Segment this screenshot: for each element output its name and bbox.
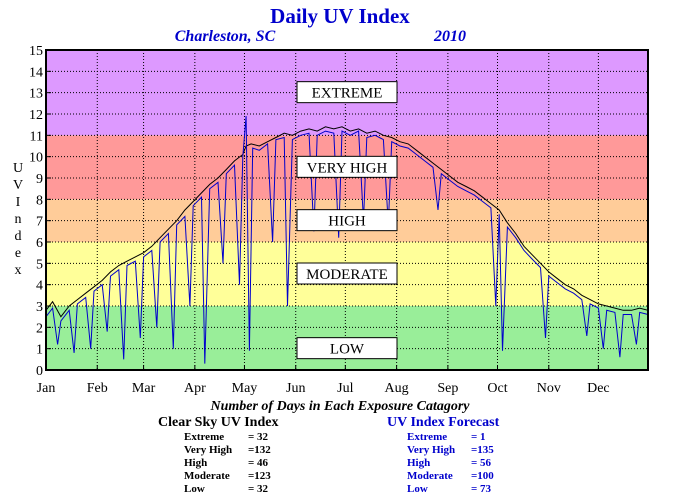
clear-sky-rows: Extreme = 32 Very High =132 High = 46 Moderate… [158,431,278,496]
x-tick-label-0: Jan [37,381,56,396]
y-tick-label-6: 6 [36,236,43,251]
band-label-0: LOW [330,342,365,358]
y-tick-label-3: 3 [36,300,43,315]
forecast-value: = 1 [471,431,486,443]
y-tick-label-12: 12 [29,108,43,123]
y-label-char-0: U [13,161,23,176]
x-tick-label-5: Jun [286,381,305,396]
forecast-name: Moderate [407,470,453,482]
exposure-note: Number of Days in Each Exposure Catagory [210,399,470,414]
y-label-char-2: I [16,195,21,210]
y-label-char-4: d [15,229,22,244]
y-tick-label-2: 2 [36,321,43,336]
x-tick-label-3: Apr [184,381,206,396]
y-tick-label-1: 1 [36,343,43,358]
forecast-row: High = 56 [387,457,499,470]
forecast-name: Low [407,483,428,495]
forecast-stats: UV Index Forecast Extreme = 1 Very High =13… [387,415,499,496]
y-tick-label-0: 0 [36,364,43,379]
band-label-2: HIGH [328,214,366,230]
band-label-box-1 [296,262,398,285]
forecast-rows: Extreme = 1 Very High =135 High = 56 Moderate =… [387,431,499,496]
x-tick-label-4: May [232,381,258,396]
forecast-row: Very High =135 [387,444,499,457]
plot-frame [45,49,649,371]
y-tick-label-8: 8 [36,193,43,208]
y-tick-label-11: 11 [30,129,43,144]
forecast-value: = 73 [471,483,492,495]
y-label-char-6: x [15,263,22,278]
y-label-char-1: V [13,178,23,193]
y-tick-label-4: 4 [36,279,43,294]
forecast-row: Low = 73 [387,483,499,496]
chart-title: Daily UV Index [270,4,410,28]
clear-sky-row: High = 46 [158,457,278,470]
clear-sky-value: =132 [248,444,271,456]
clear-sky-stats: Clear Sky UV Index Extreme = 32 Very High =… [158,415,278,496]
band-label-box-0 [296,337,398,360]
forecast-heading: UV Index Forecast [387,415,500,430]
y-label-char-3: n [15,212,22,227]
y-tick-label-5: 5 [36,257,43,272]
forecast-name: Extreme [407,431,448,443]
x-tick-label-7: Aug [385,381,409,396]
series-line-1 [45,116,649,364]
clear-sky-value: = 46 [248,457,269,469]
band-label-box-3 [296,155,398,178]
band-label-box-2 [296,209,398,232]
forecast-row: Moderate =100 [387,470,499,483]
x-tick-label-1: Feb [87,381,108,396]
band-labels: LOW MODERATE HIGH VERY HIGH EXTREME [296,81,398,360]
y-tick-label-7: 7 [36,215,43,230]
x-tick-label-8: Sep [437,381,458,396]
band-label-box-4 [296,81,398,104]
clear-sky-value: = 32 [248,483,269,495]
forecast-value: =100 [471,470,494,482]
y-tick-label-15: 15 [29,44,43,59]
clear-sky-name: Very High [184,444,233,456]
band-label-4: EXTREME [312,86,383,102]
x-tick-label-6: Jul [337,381,353,396]
chart-subtitle-year: 2010 [433,28,466,45]
clear-sky-name: High [184,457,208,469]
y-tick-label-10: 10 [29,151,43,166]
band-label-3: VERY HIGH [307,160,388,176]
clear-sky-value: =123 [248,470,271,482]
chart-subtitle-location: Charleston, SC [175,28,276,45]
x-tick-label-11: Dec [587,381,610,396]
clear-sky-name: Moderate [184,470,230,482]
forecast-name: Very High [407,444,456,456]
clear-sky-row: Extreme = 32 [158,431,278,444]
forecast-name: High [407,457,431,469]
clear-sky-row: Low = 32 [158,483,278,496]
y-tick-label-9: 9 [36,172,43,187]
clear-sky-row: Moderate =123 [158,470,278,483]
y-tick-label-14: 14 [29,65,43,80]
clear-sky-name: Low [184,483,205,495]
x-tick-label-9: Oct [487,381,507,396]
clear-sky-name: Extreme [184,431,225,443]
x-tick-label-2: Mar [132,381,156,396]
x-tick-label-10: Nov [537,381,561,396]
band-label-1: MODERATE [306,267,388,283]
forecast-value: = 56 [471,457,492,469]
forecast-value: =135 [471,444,494,456]
clear-sky-heading: Clear Sky UV Index [158,415,279,430]
y-label-char-5: e [15,246,21,261]
clear-sky-row: Very High =132 [158,444,278,457]
clear-sky-value: = 32 [248,431,269,443]
uv-series [45,116,649,364]
series-line-0 [45,126,649,318]
forecast-row: Extreme = 1 [387,431,499,444]
y-tick-label-13: 13 [29,87,43,102]
